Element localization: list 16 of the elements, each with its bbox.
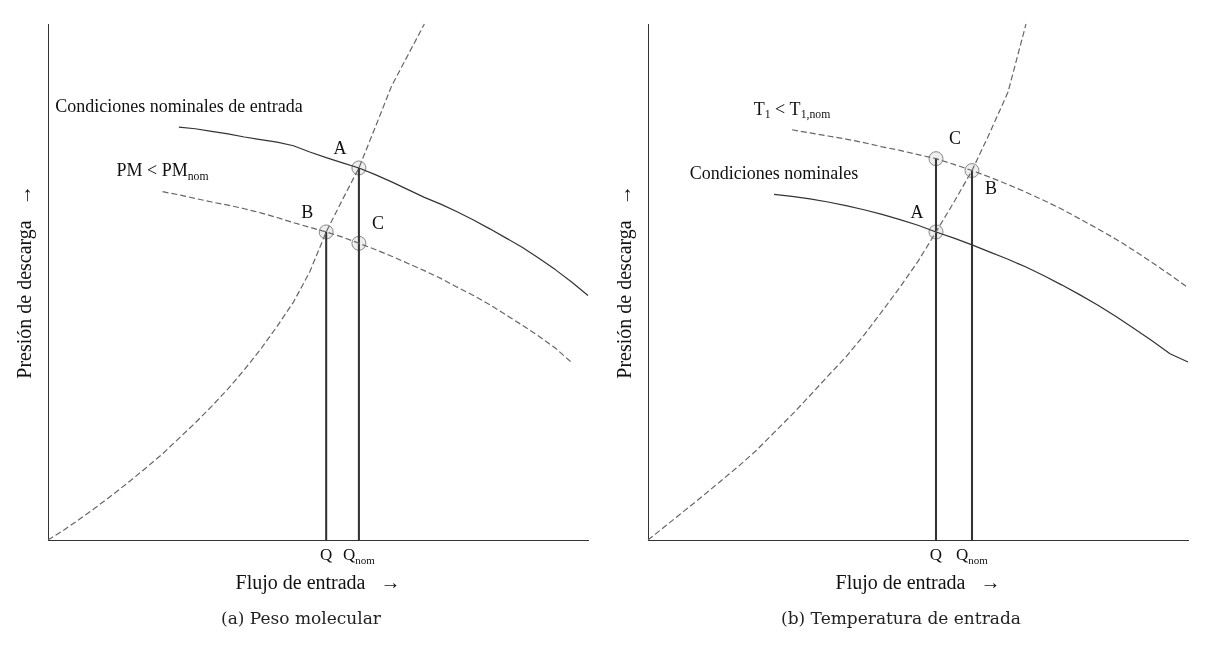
x-axis-title: Flujo de entrada → bbox=[835, 571, 1001, 595]
annotation: B bbox=[985, 178, 998, 199]
text: (b) Temperatura de entrada bbox=[780, 608, 1022, 628]
annotation: C bbox=[949, 128, 962, 149]
x-tick-label: Q bbox=[320, 545, 333, 565]
annotation: A bbox=[333, 137, 347, 158]
annotation: Condiciones nominales de entrada bbox=[55, 95, 303, 116]
x-tick-label: Q bbox=[929, 545, 943, 565]
y-axis-title: Presión de descarga → bbox=[613, 185, 637, 379]
annotation: B bbox=[301, 201, 314, 222]
text: (a) Peso molecular bbox=[220, 608, 382, 628]
y-axis-title: Presión de descarga → bbox=[13, 185, 37, 379]
annotation: A bbox=[910, 201, 924, 222]
annotation: C bbox=[371, 213, 384, 234]
x-axis-title: Flujo de entrada → bbox=[235, 571, 401, 595]
annotation: Condiciones nominales bbox=[689, 163, 859, 184]
